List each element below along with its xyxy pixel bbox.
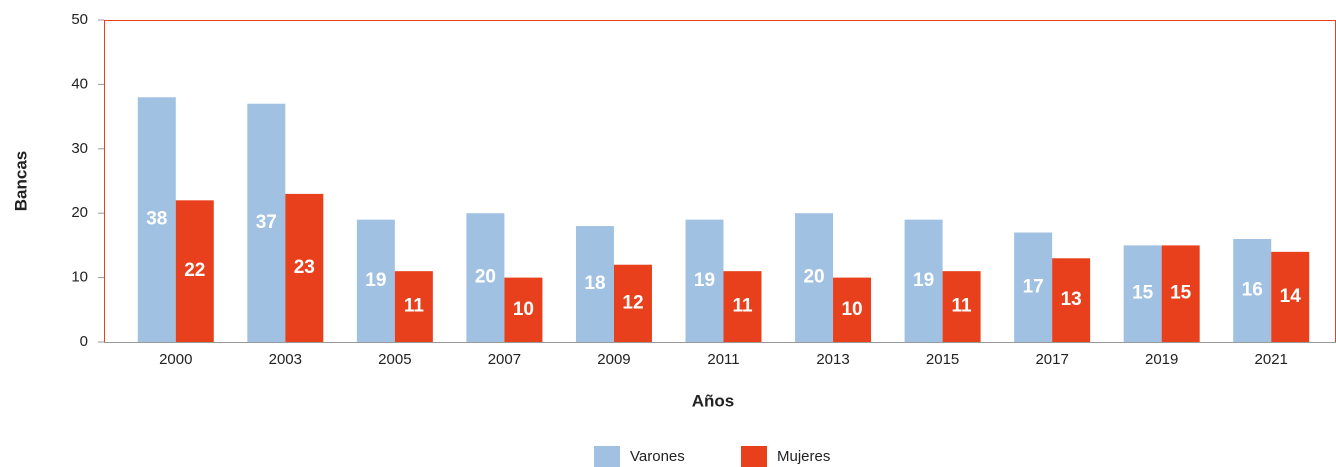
legend-swatch [594,446,620,467]
bar [504,277,543,342]
x-tick-label: 2000 [159,351,192,368]
bar [833,277,872,342]
data-label: 20 [803,267,824,288]
y-tick-label: 40 [71,75,88,92]
data-label: 19 [694,270,715,291]
bar [942,271,981,342]
x-tick-label: 2003 [269,351,302,368]
x-tick-label: 2017 [1035,351,1068,368]
data-label: 37 [256,212,277,233]
data-label: 13 [1061,289,1082,310]
data-label: 11 [732,296,753,317]
data-label: 18 [584,273,605,294]
bar [1233,238,1272,342]
y-tick-label: 0 [80,333,88,350]
data-label: 19 [365,270,386,291]
data-label: 14 [1280,286,1302,307]
data-label: 19 [913,270,934,291]
data-label: 20 [475,267,496,288]
x-tick-label: 2019 [1145,351,1178,368]
bar [1014,232,1053,342]
data-label: 23 [294,257,315,278]
bar [247,103,286,342]
bar [137,97,176,342]
data-label: 10 [841,299,862,320]
bar [466,213,505,342]
data-label: 22 [184,260,205,281]
data-label: 11 [404,296,425,317]
legend-label: Varones [630,448,685,465]
data-label: 17 [1023,276,1044,297]
data-label: 15 [1170,283,1192,304]
x-tick-label: 2015 [926,351,959,368]
bar [1052,258,1091,342]
y-tick-label: 30 [71,140,88,157]
data-label: 16 [1242,279,1263,300]
bar [723,271,762,342]
bar [795,213,834,342]
bar [175,200,214,342]
y-axis-title: Bancas [11,151,30,211]
bar [1271,251,1310,342]
y-tick-label: 50 [71,11,88,28]
bar [356,219,395,342]
y-tick-label: 10 [71,269,88,286]
x-tick-label: 2007 [488,351,521,368]
data-label: 10 [513,299,534,320]
y-tick-label: 20 [71,204,88,221]
bar [685,219,724,342]
legend-swatch [741,446,767,467]
x-tick-label: 2011 [707,351,739,368]
x-axis-title: Años [692,391,735,410]
bar [394,271,433,342]
legend-label: Mujeres [777,448,830,465]
bar [904,219,943,342]
data-label: 11 [952,296,973,317]
data-label: 12 [622,292,643,313]
x-tick-label: 2009 [597,351,630,368]
x-tick-label: 2005 [378,351,411,368]
x-tick-label: 2013 [816,351,849,368]
bar [285,193,324,342]
bar [613,264,652,342]
data-label: 38 [146,209,167,230]
bar [1123,245,1162,342]
data-label: 15 [1132,283,1154,304]
bar [1161,245,1200,342]
bar [575,226,614,342]
x-tick-label: 2021 [1255,351,1288,368]
